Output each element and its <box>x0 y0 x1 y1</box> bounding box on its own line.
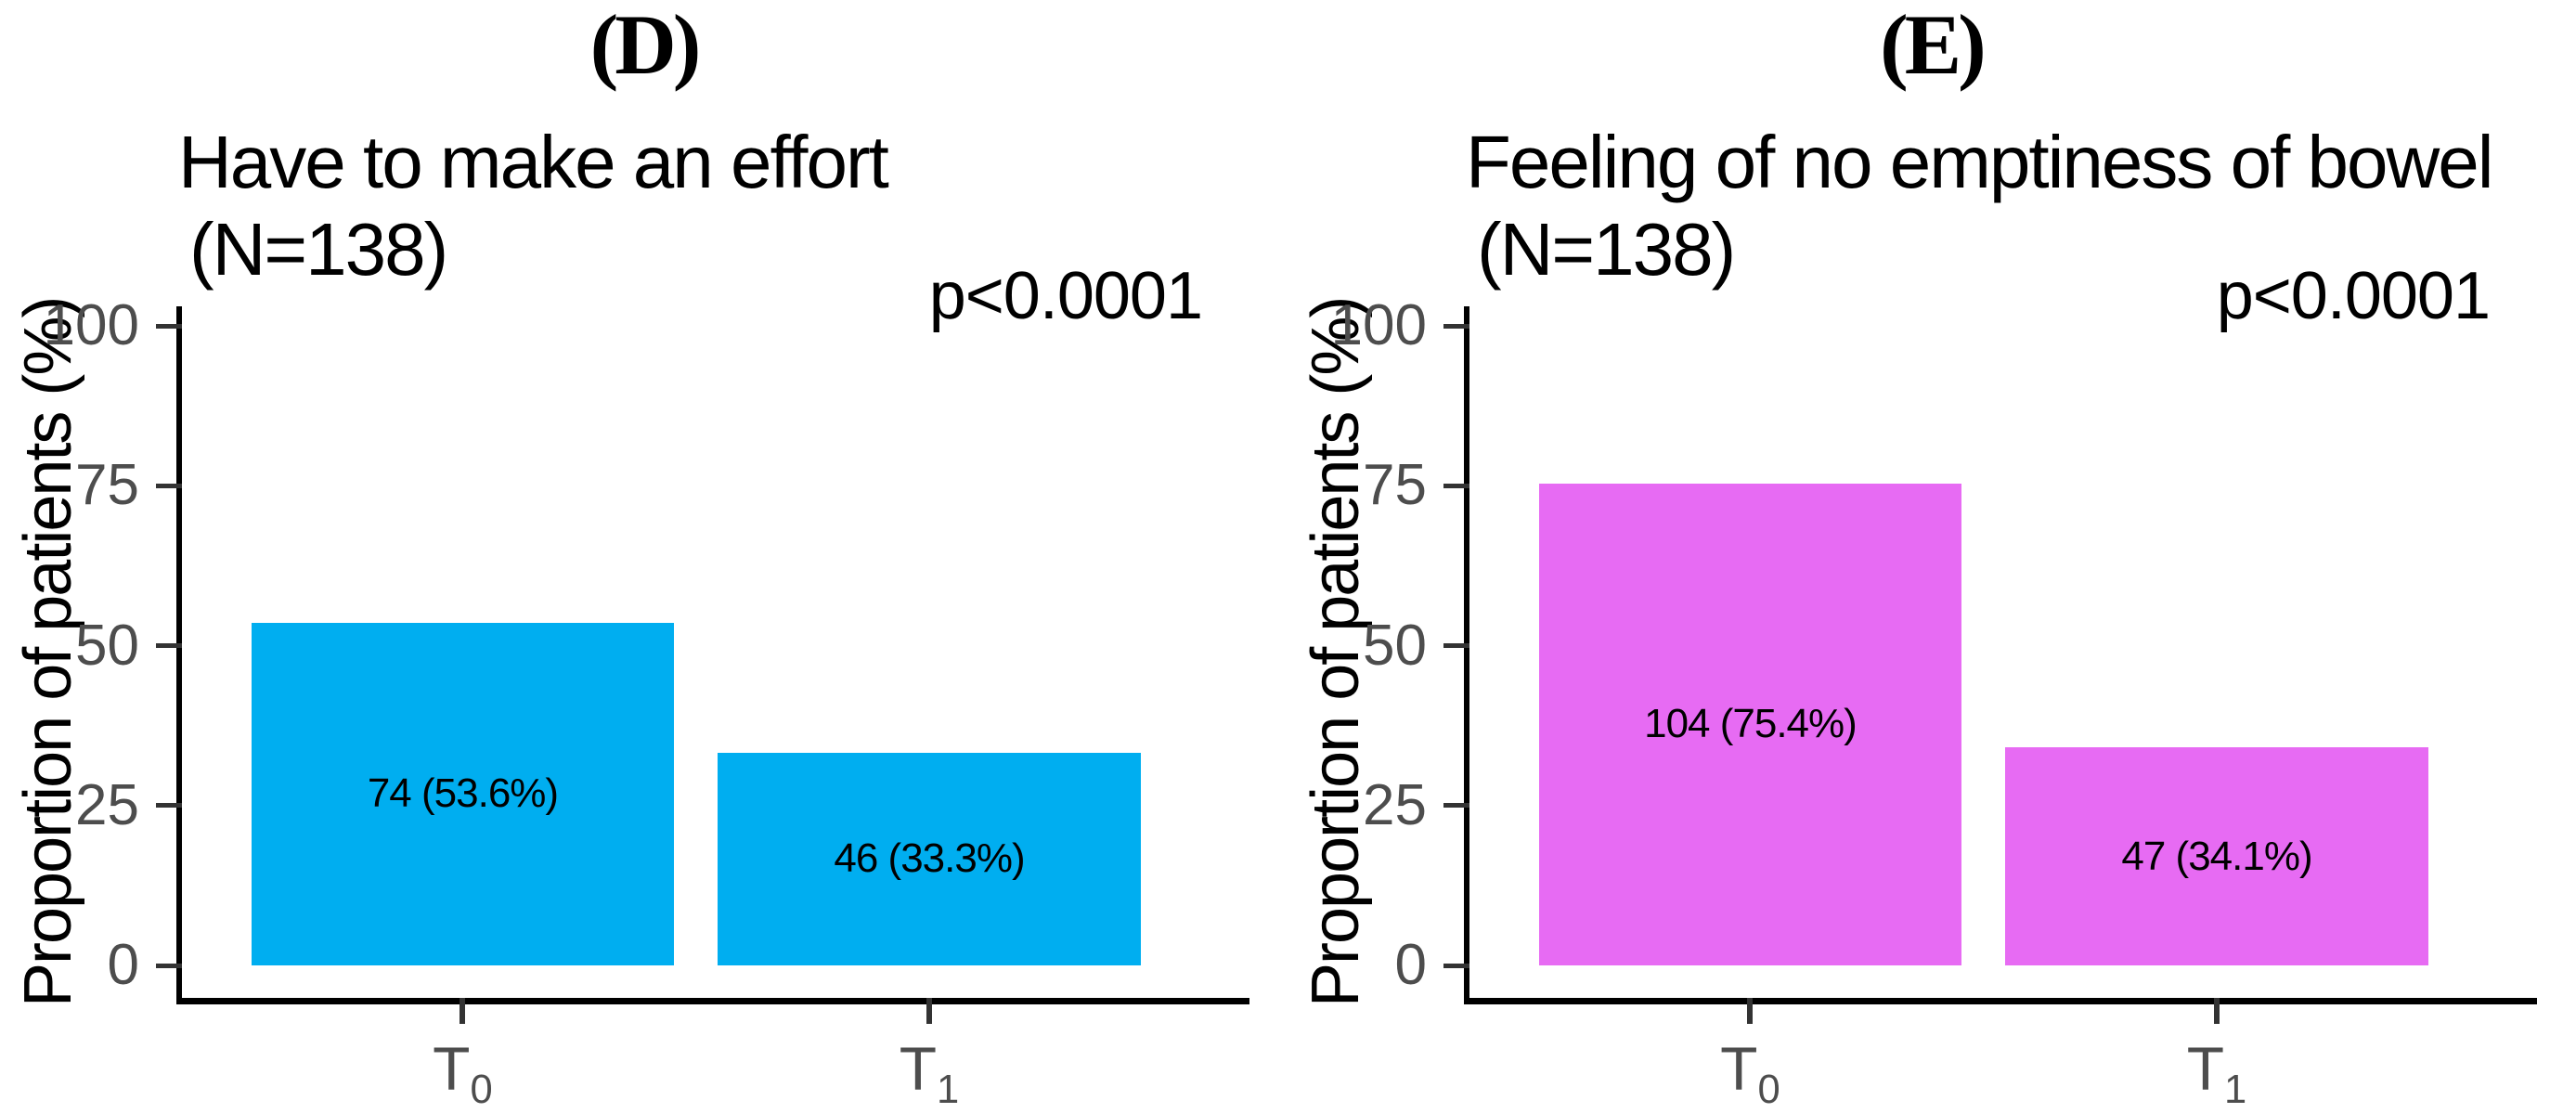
y-axis-tick-label: 25 <box>1363 772 1427 837</box>
panel-sample-size: (N=138) <box>189 207 448 291</box>
y-axis-tick <box>156 643 182 648</box>
y-axis-tick-label: 0 <box>107 933 139 997</box>
y-axis-tick <box>1443 323 1469 329</box>
bar-t0: 104 (75.4%) <box>1538 483 1962 965</box>
p-value-annotation: p<0.0001 <box>928 259 1203 333</box>
y-axis-tick-label: 50 <box>1363 613 1427 678</box>
y-axis-tick <box>156 323 182 329</box>
y-axis-tick-label: 50 <box>75 613 139 678</box>
y-axis-tick <box>156 803 182 809</box>
panel-letter-e: (E) <box>1880 0 1987 92</box>
y-axis-tick <box>1443 643 1469 648</box>
panel-d: (D) Have to make an effort (N=138) p<0.0… <box>0 0 1288 1112</box>
x-axis-tick-label: T1 <box>2187 1033 2247 1113</box>
panel-title-text: Feeling of no emptiness of bowel <box>1466 121 2494 203</box>
y-axis-tick-label: 25 <box>75 772 139 837</box>
x-axis-tick-label: T1 <box>900 1033 960 1113</box>
y-axis-tick-label: 100 <box>1330 293 1427 357</box>
y-axis-tick <box>156 483 182 488</box>
plot-area-e: 0 25 50 75 100 104 (75.4%) T0 47 (34.1%) T1 <box>1331 296 2537 1112</box>
y-axis-tick-label: 100 <box>43 293 139 357</box>
plot-area-d: 0 25 50 75 100 74 (53.6%) T0 46 (33.3%) T1 <box>44 296 1249 1112</box>
panel-sample-size: (N=138) <box>1477 207 1736 291</box>
y-axis-tick <box>1443 803 1469 809</box>
panel-title-text: Have to make an effort <box>178 121 889 203</box>
y-axis-tick <box>1443 483 1469 488</box>
bar-value-label: 47 (34.1%) <box>2121 833 2312 879</box>
x-tick-label-subscript: 1 <box>2224 1068 2247 1113</box>
x-axis-tick <box>2214 998 2220 1024</box>
x-tick-label-base: T <box>1720 1034 1758 1103</box>
panel-letter-d: (D) <box>589 0 702 92</box>
y-axis-tick-label: 0 <box>1394 933 1427 997</box>
bar-value-label: 104 (75.4%) <box>1644 701 1858 747</box>
x-axis-tick <box>1747 998 1754 1024</box>
y-axis-tick <box>1443 963 1469 968</box>
x-tick-label-base: T <box>2186 1034 2225 1103</box>
x-tick-label-subscript: 1 <box>937 1068 960 1113</box>
panel-e: (E) Feeling of no emptiness of bowel (N=… <box>1288 0 2575 1112</box>
x-tick-label-subscript: 0 <box>470 1068 493 1113</box>
x-tick-label-base: T <box>433 1034 471 1103</box>
y-axis-tick-label: 75 <box>75 453 139 518</box>
bar-value-label: 74 (53.6%) <box>367 770 559 817</box>
y-axis-tick-label: 75 <box>1363 453 1427 518</box>
bar-t0: 74 (53.6%) <box>251 622 675 965</box>
x-axis-tick-label: T0 <box>433 1033 493 1113</box>
bar-t1: 46 (33.3%) <box>718 752 1141 965</box>
p-value-annotation: p<0.0001 <box>2216 259 2491 333</box>
bar-value-label: 46 (33.3%) <box>834 835 1025 882</box>
x-axis-tick <box>926 998 932 1024</box>
panel-title-e: Feeling of no emptiness of bowel (N=138) <box>1466 119 2494 292</box>
y-axis-tick <box>156 963 182 968</box>
x-tick-label-base: T <box>899 1034 938 1103</box>
x-axis-tick-label: T0 <box>1720 1033 1780 1113</box>
x-tick-label-subscript: 0 <box>1757 1068 1780 1113</box>
bar-t1: 47 (34.1%) <box>2005 747 2428 965</box>
x-axis-tick <box>460 998 466 1024</box>
panel-title-d: Have to make an effort (N=138) <box>178 119 889 292</box>
